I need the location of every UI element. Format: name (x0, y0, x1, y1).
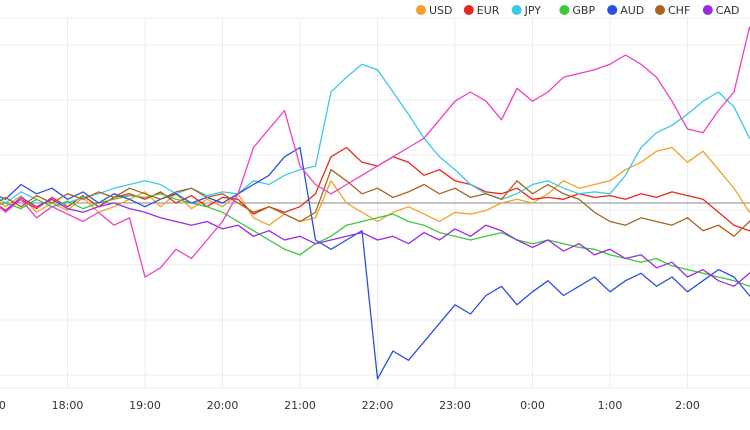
legend-label: USD (429, 4, 453, 17)
legend-item-gbp[interactable]: GBP (559, 4, 595, 17)
series-lines (0, 26, 750, 380)
legend-marker (416, 5, 426, 15)
legend-item-aud[interactable]: AUD (607, 4, 644, 17)
legend-item-cad[interactable]: CAD (702, 4, 740, 17)
x-tick-label: 20:00 (207, 399, 239, 412)
legend[interactable]: USDEURJPYGBPAUDCHFCADNZD (416, 4, 750, 17)
x-tick-label: 2:00 (675, 399, 700, 412)
series-line-aud (0, 146, 750, 380)
series-line-gbp (0, 193, 750, 288)
legend-marker (607, 5, 618, 15)
legend-marker (511, 5, 522, 15)
legend-marker (463, 5, 474, 15)
legend-item-eur[interactable]: EUR (463, 4, 500, 17)
legend-label: CAD (716, 4, 740, 17)
series-line-nzd (0, 26, 750, 278)
legend-marker (559, 5, 570, 15)
legend-marker (655, 5, 665, 15)
series-line-chf (0, 169, 750, 237)
series-line-jpy (0, 63, 750, 208)
legend-label: JPY (524, 4, 542, 17)
x-tick-label: 19:00 (129, 399, 161, 412)
legend-marker (702, 5, 713, 15)
legend-label: CHF (668, 4, 690, 17)
series-line-cad (0, 196, 750, 287)
x-tick-label: 23:00 (439, 399, 471, 412)
legend-item-jpy[interactable]: JPY (511, 4, 542, 17)
x-tick-label: 21:00 (284, 399, 316, 412)
x-tick-label: 0:00 (520, 399, 545, 412)
legend-item-chf[interactable]: CHF (655, 4, 690, 17)
legend-item-usd[interactable]: USD (416, 4, 453, 17)
legend-label: AUD (620, 4, 644, 17)
x-tick-label: 22:00 (362, 399, 394, 412)
x-tick-label: 18:00 (52, 399, 84, 412)
series-line-usd (0, 146, 750, 226)
legend-label: GBP (572, 4, 595, 17)
x-tick-label: 17:00 (0, 399, 6, 412)
x-axis: 17:00 18:00 19:00 20:00 21:00 22:00 23:00 0:00 1… (0, 399, 700, 412)
legend-label: EUR (477, 4, 500, 17)
x-tick-label: 1:00 (598, 399, 623, 412)
